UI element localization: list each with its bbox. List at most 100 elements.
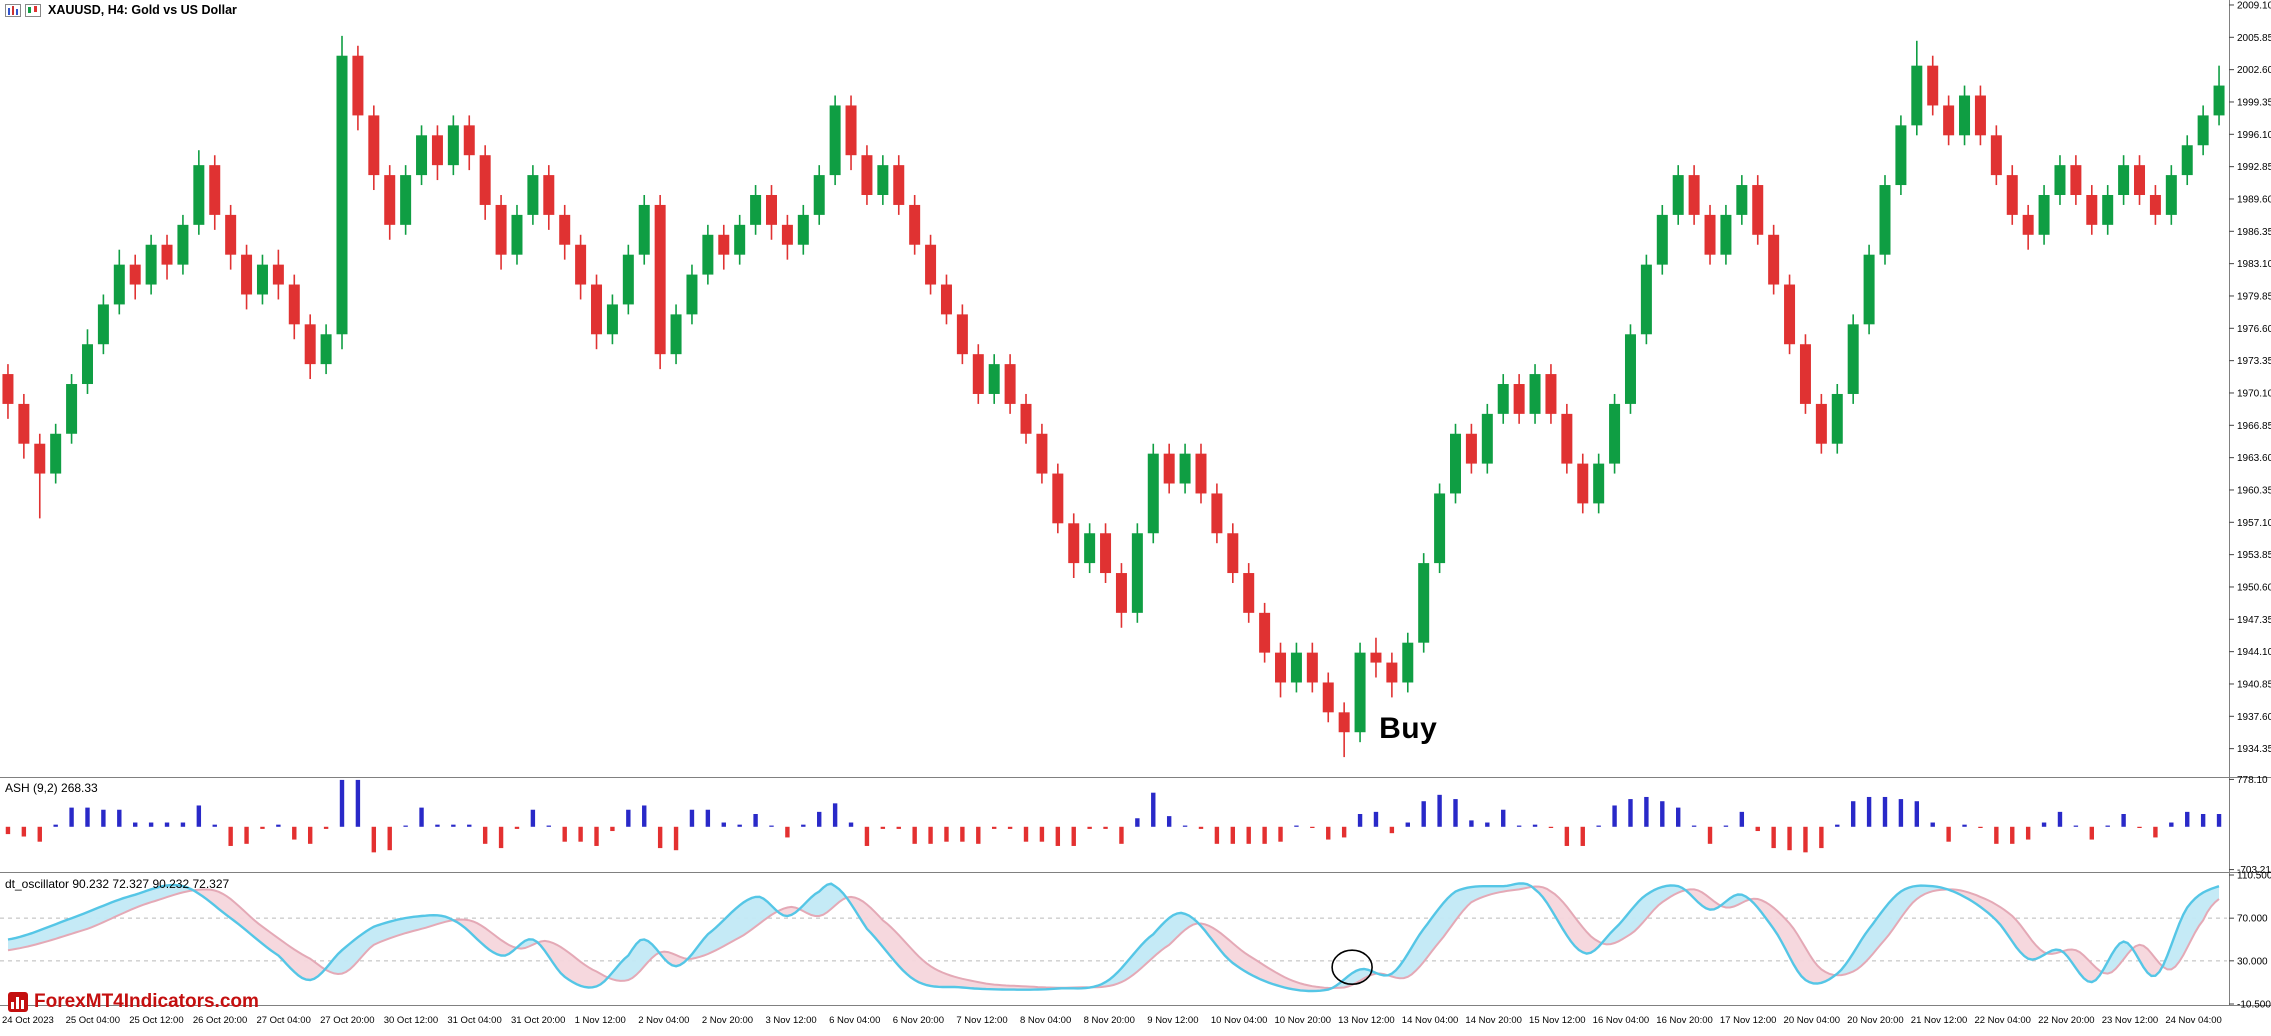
candle	[1640, 254, 1652, 345]
candle	[622, 244, 634, 315]
ash-histogram-bar	[482, 826, 488, 844]
time-axis-label: 6 Nov 04:00	[829, 1015, 880, 1026]
candle	[1784, 274, 1796, 355]
ash-histogram-bar	[1516, 825, 1522, 827]
ash-histogram-bar	[1262, 826, 1267, 844]
buy-annotation: Buy	[1379, 712, 1438, 746]
candle	[1243, 563, 1255, 623]
candle	[209, 155, 221, 230]
candle	[1704, 204, 1716, 265]
price-axis-label: 1960.35	[2237, 485, 2271, 496]
candle	[177, 214, 189, 275]
candle	[1450, 423, 1462, 504]
candle	[1084, 523, 1096, 574]
ash-histogram-bar	[1119, 826, 1124, 844]
ash-histogram-bar	[244, 826, 249, 844]
bar-chart-icon[interactable]	[5, 4, 21, 17]
price-axis-label: 2009.10	[2237, 0, 2271, 11]
candle	[511, 204, 523, 265]
ash-histogram-bar	[1739, 811, 1745, 827]
candle	[1720, 204, 1732, 265]
ash-histogram-bar	[101, 809, 106, 827]
candle	[845, 95, 857, 171]
time-axis-label: 22 Nov 20:00	[2038, 1015, 2095, 1026]
time-axis-label: 26 Oct 20:00	[193, 1015, 247, 1026]
time-axis-label: 20 Nov 04:00	[1784, 1015, 1841, 1026]
ash-histogram-bar	[419, 807, 424, 827]
ash-histogram-bar	[1723, 825, 1729, 827]
dt-oscillator-band	[1090, 912, 1199, 988]
candle	[909, 194, 921, 255]
ash-histogram-bar	[1898, 799, 1904, 827]
ash-histogram-bar	[578, 826, 583, 842]
dt-oscillator-band	[1198, 923, 1333, 991]
ash-histogram-bar	[1978, 826, 1983, 828]
ash-histogram-bar	[276, 824, 281, 827]
time-axis-label: 3 Nov 12:00	[765, 1015, 816, 1026]
time-axis-label: 24 Nov 04:00	[2165, 1015, 2222, 1026]
ash-indicator-label: ASH (9,2) 268.33	[5, 781, 98, 795]
price-axis-label: 110.500	[2237, 871, 2271, 882]
ash-histogram-bar	[832, 803, 838, 827]
ash-histogram-bar	[1294, 825, 1299, 827]
candle	[893, 155, 905, 215]
ash-histogram-bar	[737, 824, 742, 827]
candle	[431, 125, 443, 181]
candle	[50, 423, 62, 484]
ash-panel	[5, 779, 2222, 853]
time-axis-label: 2 Nov 04:00	[638, 1015, 689, 1026]
price-axis-label: 1947.35	[2237, 615, 2271, 626]
candle	[1799, 334, 1811, 414]
ash-histogram-bar	[657, 826, 663, 849]
candle	[575, 234, 587, 300]
ash-histogram-bar	[1628, 799, 1633, 827]
candle	[2022, 204, 2034, 250]
ash-histogram-bar	[1612, 805, 1617, 827]
candle	[2118, 155, 2130, 205]
ash-histogram-bar	[1023, 826, 1029, 842]
ash-histogram-bar	[1835, 824, 1840, 827]
ash-histogram-bar	[705, 809, 711, 827]
candle	[1036, 423, 1048, 484]
ash-histogram-bar	[1866, 796, 1872, 827]
ash-histogram-bar	[1994, 826, 1999, 844]
ash-histogram-bar	[37, 826, 42, 842]
ash-histogram-bar	[1787, 826, 1792, 851]
candle	[829, 95, 841, 186]
candle	[1593, 453, 1605, 514]
price-axis-label: 1973.35	[2237, 356, 2271, 367]
candle	[1768, 224, 1780, 295]
candlestick-icon[interactable]	[25, 4, 41, 17]
candle	[1656, 204, 1668, 275]
candle	[34, 433, 46, 519]
candle	[781, 214, 793, 260]
ash-histogram-bar	[1198, 826, 1204, 829]
ash-histogram-bar	[801, 824, 806, 827]
candle	[1481, 403, 1493, 474]
price-axis-label: 1970.10	[2237, 388, 2271, 399]
watermark: ForexMT4Indicators.com	[8, 991, 259, 1013]
candle	[1465, 423, 1477, 474]
price-axis-label: 1976.60	[2237, 324, 2271, 335]
ash-histogram-bar	[1707, 826, 1713, 844]
ash-histogram-bar	[1421, 801, 1426, 827]
candle	[495, 194, 507, 270]
candle	[145, 234, 157, 295]
ash-histogram-bar	[164, 822, 170, 827]
ash-histogram-bar	[944, 826, 949, 842]
ash-histogram-bar	[912, 826, 917, 844]
candle	[2102, 185, 2114, 235]
candle	[1418, 553, 1430, 653]
candle	[320, 324, 332, 375]
ash-histogram-bar	[1564, 826, 1570, 846]
ash-histogram-bar	[1230, 826, 1236, 844]
gridlines	[0, 0, 2271, 1006]
candle	[352, 45, 364, 131]
ash-histogram-bar	[1596, 825, 1601, 827]
watermark-text[interactable]: ForexMT4Indicators.com	[34, 991, 259, 1012]
candle	[1879, 175, 1891, 265]
candle	[129, 254, 141, 300]
price-axis-label: 2005.85	[2237, 33, 2271, 44]
price-axis-label: 1996.10	[2237, 130, 2271, 141]
